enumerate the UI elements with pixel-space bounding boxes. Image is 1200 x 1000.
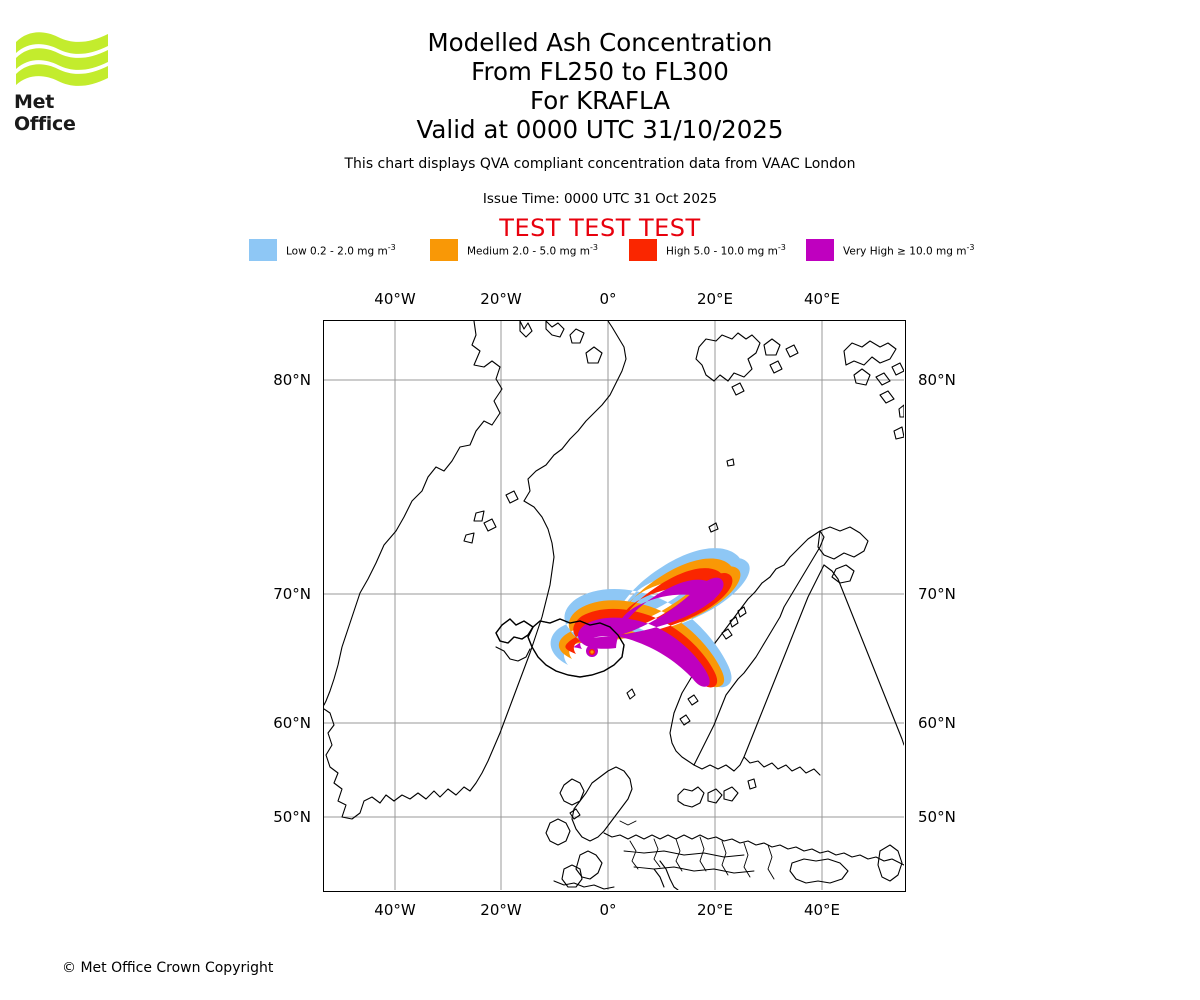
lon-tick-label-top: 20°W: [480, 290, 522, 308]
lat-tick-label-left: 60°N: [273, 714, 311, 732]
lat-tick-label-left: 70°N: [273, 585, 311, 603]
legend-label-high: High 5.0 - 10.0 mg m-3: [666, 242, 786, 258]
lon-tick-label-bottom: 40°E: [803, 901, 841, 919]
lon-tick-label-top: 20°E: [696, 290, 734, 308]
copyright-notice: © Met Office Crown Copyright: [62, 960, 274, 976]
legend-label-low: Low 0.2 - 2.0 mg m-3: [286, 242, 396, 258]
legend-swatch-low: [249, 239, 277, 261]
legend-item-medium: Medium 2.0 - 5.0 mg m-3: [430, 239, 598, 261]
lon-tick-label-bottom: 20°W: [480, 901, 522, 919]
ash-plume-contours: [550, 548, 750, 688]
issue-time-text: Issue Time: 0000 UTC 31 Oct 2025: [482, 191, 718, 207]
map-canvas: [324, 321, 904, 890]
lon-tick-label-top: 40°E: [803, 290, 841, 308]
legend-swatch-medium: [430, 239, 458, 261]
legend-item-very-high: Very High ≥ 10.0 mg m-3: [806, 239, 974, 261]
lat-tick-label-right: 70°N: [918, 585, 956, 603]
lon-tick-label-top: 0°: [599, 290, 617, 308]
legend-swatch-high: [629, 239, 657, 261]
plume-band-very-high: [573, 577, 724, 687]
concentration-legend: Low 0.2 - 2.0 mg m-3 Medium 2.0 - 5.0 mg…: [249, 239, 989, 263]
met-office-logo: Met Office: [14, 28, 114, 135]
lat-tick-label-left: 80°N: [273, 371, 311, 389]
lon-tick-label-bottom: 20°E: [696, 901, 734, 919]
lat-tick-label-right: 80°N: [918, 371, 956, 389]
legend-swatch-very-high: [806, 239, 834, 261]
legend-label-very-high: Very High ≥ 10.0 mg m-3: [843, 242, 975, 258]
chart-subtitle: This chart displays QVA compliant concen…: [344, 156, 856, 172]
ash-concentration-map: [323, 320, 906, 892]
title-flight-levels: From FL250 to FL300: [471, 57, 729, 86]
page-title: Modelled Ash Concentration: [427, 28, 773, 57]
test-banner: TEST TEST TEST: [499, 214, 701, 242]
legend-label-medium: Medium 2.0 - 5.0 mg m-3: [467, 242, 598, 258]
title-volcano: For KRAFLA: [530, 86, 670, 115]
iceland-overlay-coastline: [495, 618, 625, 678]
chart-title-block: Modelled Ash Concentration From FL250 to…: [0, 28, 1200, 144]
lon-tick-label-top: 40°W: [374, 290, 416, 308]
met-office-wave-icon: [16, 32, 108, 86]
title-valid-time: Valid at 0000 UTC 31/10/2025: [416, 115, 784, 144]
met-office-wordmark: Met Office: [14, 91, 76, 135]
lat-tick-label-left: 50°N: [273, 808, 311, 826]
plume-source-center: [590, 650, 594, 654]
lon-tick-label-bottom: 40°W: [374, 901, 416, 919]
lat-tick-label-right: 50°N: [918, 808, 956, 826]
legend-item-high: High 5.0 - 10.0 mg m-3: [629, 239, 786, 261]
lon-tick-label-bottom: 0°: [599, 901, 617, 919]
legend-item-low: Low 0.2 - 2.0 mg m-3: [249, 239, 396, 261]
lat-tick-label-right: 60°N: [918, 714, 956, 732]
